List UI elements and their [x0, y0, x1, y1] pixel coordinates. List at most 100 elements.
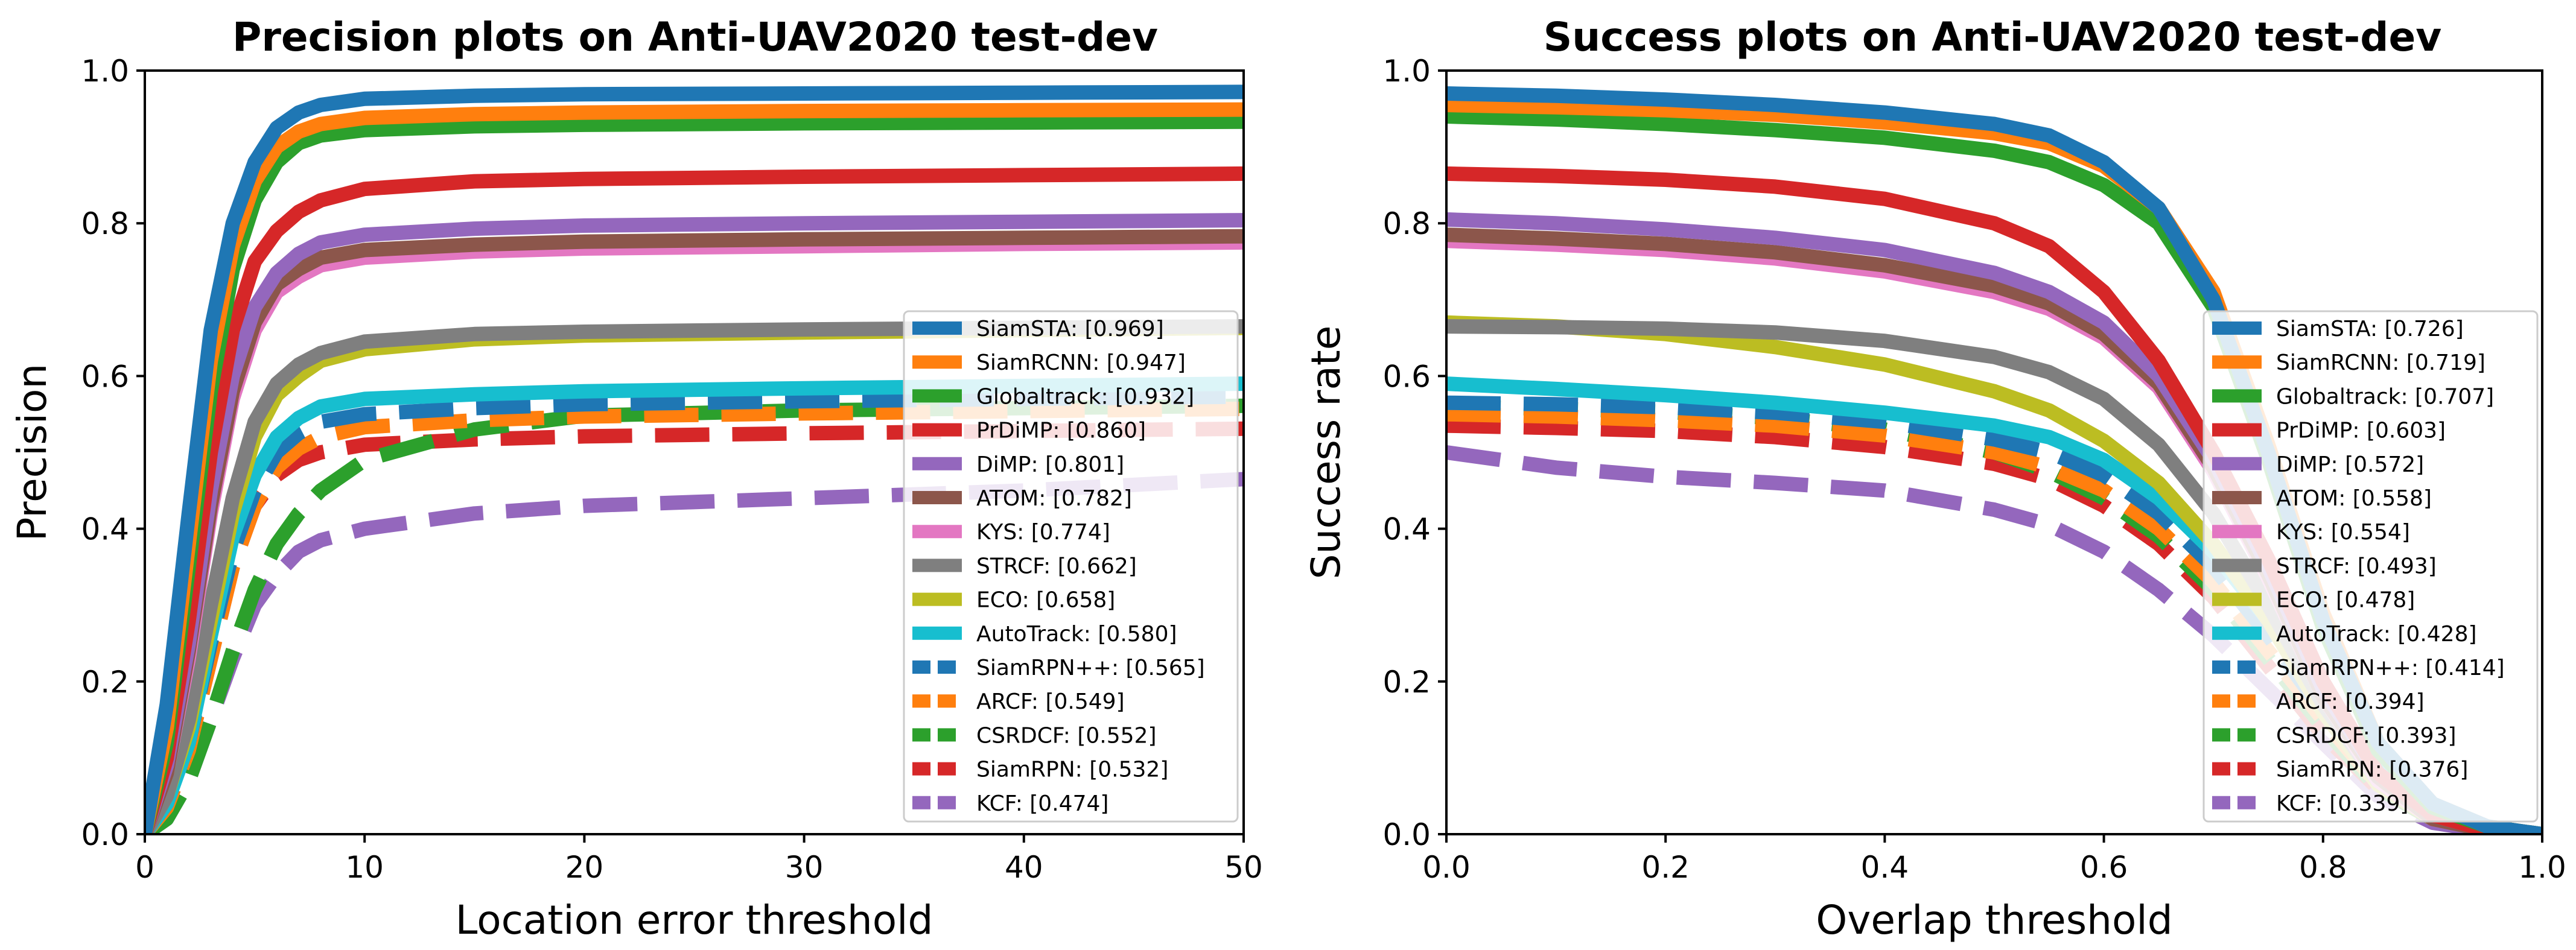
legend-series-score: [0.558] — [2353, 486, 2432, 511]
legend-colon: : — [1052, 419, 1067, 443]
legend-label-siamsta: SiamSTA: [0.726] — [2276, 317, 2464, 341]
x-tick-label: 0 — [135, 850, 154, 885]
legend-label-siamrcnn: SiamRCNN: [0.947] — [976, 350, 1186, 375]
legend-label-kys: KYS: [0.774] — [976, 520, 1110, 545]
legend-series-score: [0.969] — [1085, 317, 1164, 341]
legend-series-score: [0.394] — [2345, 689, 2424, 714]
legend-label-siamrpnplusplus: SiamRPN++: [0.414] — [2276, 656, 2505, 680]
axes-frame — [1445, 69, 2543, 835]
legend-series-name: ECO — [976, 588, 1022, 613]
legend-series-score: [0.376] — [2389, 758, 2468, 782]
y-tick-label: 0.6 — [1382, 359, 1431, 394]
legend-series-score: [0.565] — [1126, 656, 1205, 680]
legend-series-score: [0.662] — [1058, 554, 1137, 578]
x-tick-label: 50 — [1224, 850, 1263, 885]
x-tick-label: 0.0 — [1422, 850, 1471, 885]
legend-label-kcf: KCF: [0.339] — [2276, 791, 2408, 816]
legend-colon: : — [2317, 520, 2331, 545]
legend-series-score: [0.549] — [1045, 689, 1124, 714]
x-tick-label: 0.2 — [1641, 850, 1690, 885]
legend-label-autotrack: AutoTrack: [0.428] — [2276, 622, 2477, 647]
legend-series-score: [0.782] — [1053, 486, 1132, 511]
legend-series-score: [0.532] — [1089, 758, 1168, 782]
legend-series-score: [0.339] — [2329, 791, 2408, 816]
legend-series-score: [0.774] — [1031, 520, 1110, 545]
legend-series-name: SiamSTA — [2276, 317, 2371, 341]
legend-series-name: SiamRCNN — [976, 350, 1092, 375]
legend-colon: : — [1016, 791, 1030, 816]
legend-series-score: [0.860] — [1067, 419, 1146, 443]
legend-label-dimp: DiMP: [0.801] — [976, 452, 1124, 477]
x-tick-label: 0.4 — [1861, 850, 1909, 885]
legend-series-score: [0.580] — [1098, 622, 1177, 647]
legend-colon: : — [2338, 486, 2353, 511]
legend-colon: : — [2370, 317, 2385, 341]
legend-box — [903, 310, 1239, 823]
y-tick-label: 1.0 — [1382, 54, 1431, 89]
legend-label-atom: ATOM: [0.782] — [976, 486, 1132, 511]
legend-colon: : — [2343, 554, 2358, 578]
series-line-siamsta — [145, 84, 1244, 834]
y-tick-label: 0.8 — [81, 206, 129, 241]
legend-series-score: [0.707] — [2415, 384, 2494, 409]
x-tick-label: 0.6 — [2080, 850, 2128, 885]
x-tick-label: 40 — [1005, 850, 1043, 885]
legend-colon: : — [1017, 520, 1031, 545]
series-line-siamrpnplusplus — [145, 389, 1244, 834]
legend-label-arcf: ARCF: [0.549] — [976, 689, 1125, 714]
legend-label-siamrcnn: SiamRCNN: [0.719] — [2276, 350, 2485, 375]
x-tick-label: 10 — [345, 850, 384, 885]
legend-label-atom: ATOM: [0.558] — [2276, 486, 2432, 511]
legend-series-score: [0.932] — [1115, 384, 1194, 409]
legend-series-name: ECO — [2276, 588, 2322, 613]
y-tick-label: 0.6 — [81, 359, 129, 394]
legend-colon: : — [1101, 384, 1115, 409]
legend-colon: : — [2352, 419, 2367, 443]
legend-label-siamrpn: SiamRPN: [0.376] — [2276, 758, 2468, 782]
legend-series-name: SiamSTA — [976, 317, 1071, 341]
legend-series-name: AutoTrack — [976, 622, 1084, 647]
legend-colon: : — [2331, 452, 2345, 477]
legend-label-csrdcf: CSRDCF: [0.552] — [976, 723, 1157, 748]
legend-label-autotrack: AutoTrack: [0.580] — [976, 622, 1177, 647]
legend-colon: : — [2400, 384, 2415, 409]
legend-series-score: [0.572] — [2345, 452, 2424, 477]
y-tick-label: 0.8 — [1382, 206, 1431, 241]
chart-title: Success plots on Anti-UAV2020 test-dev — [1544, 14, 2442, 60]
x-tick-label: 0.8 — [2299, 850, 2347, 885]
legend-series-name: Globaltrack — [976, 384, 1101, 409]
legend-label-eco: ECO: [0.658] — [976, 588, 1115, 613]
legend-label-siamrpnplusplus: SiamRPN++: [0.565] — [976, 656, 1205, 680]
x-tick-label: 20 — [565, 850, 604, 885]
legend-colon: : — [1063, 723, 1078, 748]
legend-series-name: PrDiMP — [976, 419, 1052, 443]
legend-colon: : — [2315, 791, 2330, 816]
legend-colon: : — [2392, 350, 2406, 375]
y-tick-label: 0.4 — [81, 512, 129, 547]
legend-label-siamrpn: SiamRPN: [0.532] — [976, 758, 1168, 782]
legend-series-name: KCF — [2276, 791, 2316, 816]
legend-series-name: CSRDCF — [976, 723, 1064, 748]
y-tick-label: 1.0 — [81, 54, 129, 89]
legend-label-strcf: STRCF: [0.493] — [2276, 554, 2437, 578]
legend-label-arcf: ARCF: [0.394] — [2276, 689, 2425, 714]
legend-series-name: SiamRCNN — [2276, 350, 2392, 375]
legend-label-csrdcf: CSRDCF: [0.393] — [2276, 723, 2457, 748]
legend-series-score: [0.603] — [2367, 419, 2446, 443]
legend-series-name: CSRDCF — [2276, 723, 2364, 748]
legend-series-name: SiamRPN++ — [976, 656, 1111, 680]
legend-series-score: [0.474] — [1029, 791, 1108, 816]
legend-series-name: AutoTrack — [2276, 622, 2384, 647]
legend-colon: : — [1111, 656, 1126, 680]
legend-series-name: DiMP — [976, 452, 1031, 477]
legend-series-score: [0.552] — [1077, 723, 1156, 748]
legend-colon: : — [1075, 758, 1090, 782]
series-line-strcf — [145, 319, 1244, 834]
legend-label-globaltrack: Globaltrack: [0.932] — [976, 384, 1194, 409]
y-tick-label: 0.4 — [1382, 512, 1431, 547]
legend-series-score: [0.726] — [2385, 317, 2464, 341]
legend-series-name: ARCF — [2276, 689, 2332, 714]
legend-series-name: SiamRPN — [976, 758, 1075, 782]
x-axis-label: Location error threshold — [456, 897, 933, 943]
legend: SiamSTA: [0.969] SiamRCNN: [0.947] Globalt… — [903, 310, 1239, 823]
